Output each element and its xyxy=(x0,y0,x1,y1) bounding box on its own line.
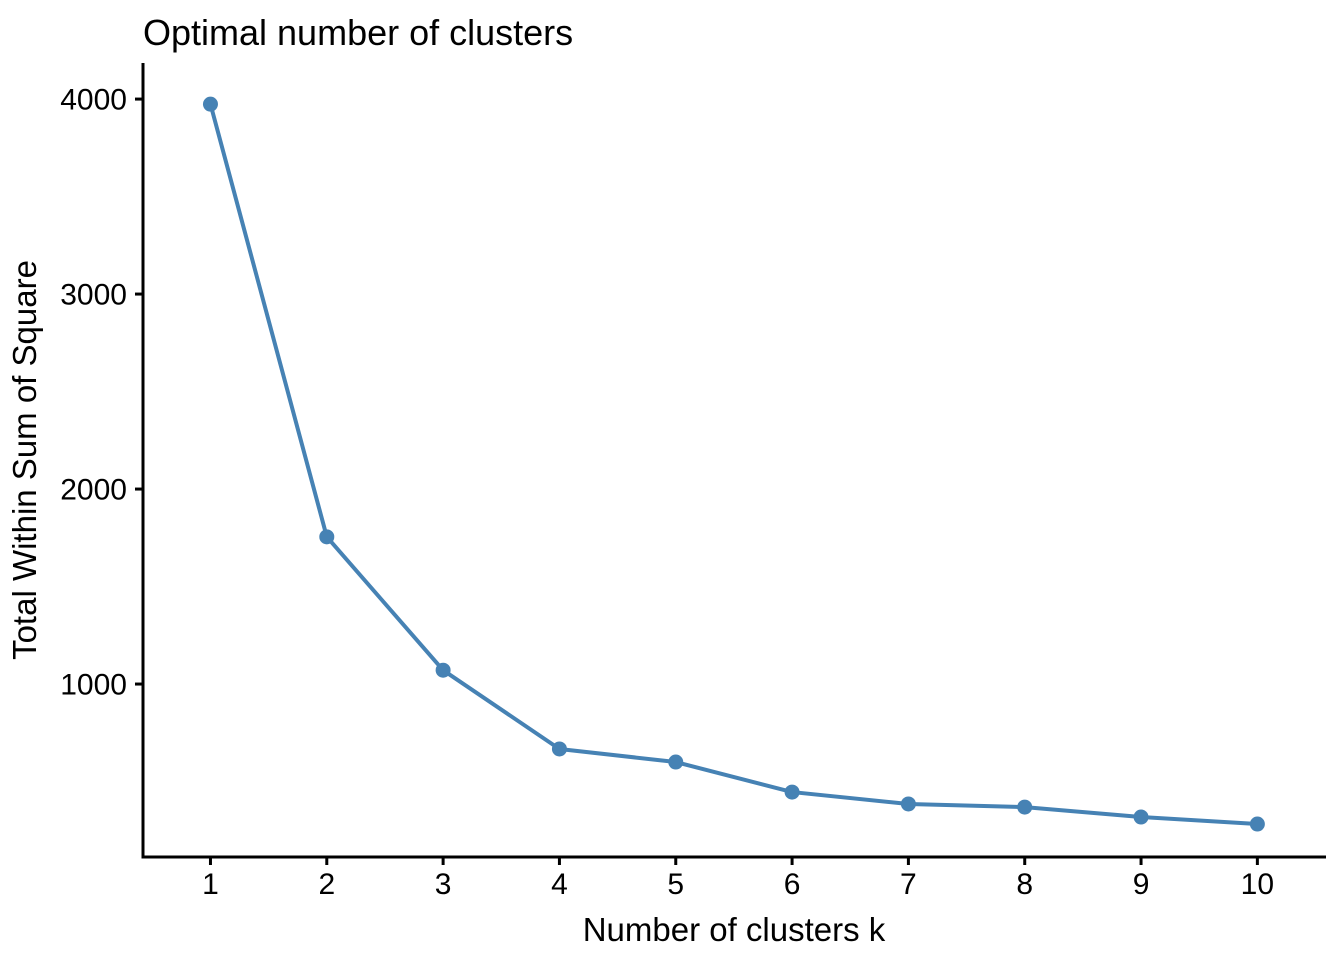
x-tick-label: 5 xyxy=(667,868,684,901)
y-axis-title: Total Within Sum of Square xyxy=(6,260,43,660)
x-tick-label: 7 xyxy=(900,868,917,901)
y-tick-label: 1000 xyxy=(60,669,127,702)
chart-title: Optimal number of clusters xyxy=(143,12,573,53)
y-tick-label: 2000 xyxy=(60,474,127,507)
x-tick-label: 8 xyxy=(1016,868,1033,901)
wss-line xyxy=(208,103,1258,827)
wss-point xyxy=(202,96,218,112)
y-tick-label: 3000 xyxy=(60,279,127,312)
x-axis-title: Number of clusters k xyxy=(583,911,886,948)
wss-point xyxy=(1133,809,1149,825)
wss-point xyxy=(551,741,567,757)
wss-point xyxy=(900,796,916,812)
wss-point xyxy=(319,529,335,545)
axes: 1000 2000 3000 4000 1 2 3 4 5 6 7 8 9 10 xyxy=(60,63,1326,901)
x-tick-label: 10 xyxy=(1241,868,1274,901)
wss-point xyxy=(784,784,800,800)
x-tick-label: 4 xyxy=(551,868,568,901)
x-tick-label: 1 xyxy=(202,868,219,901)
wss-line-series xyxy=(202,96,1265,832)
wss-point xyxy=(668,754,684,770)
y-tick-label: 4000 xyxy=(60,84,127,117)
x-tick-label: 6 xyxy=(784,868,801,901)
x-tick-label: 9 xyxy=(1133,868,1150,901)
x-tick-label: 3 xyxy=(435,868,452,901)
wss-point xyxy=(1249,816,1265,832)
wss-point xyxy=(435,662,451,678)
wss-point xyxy=(1017,799,1033,815)
x-tick-label: 2 xyxy=(318,868,335,901)
